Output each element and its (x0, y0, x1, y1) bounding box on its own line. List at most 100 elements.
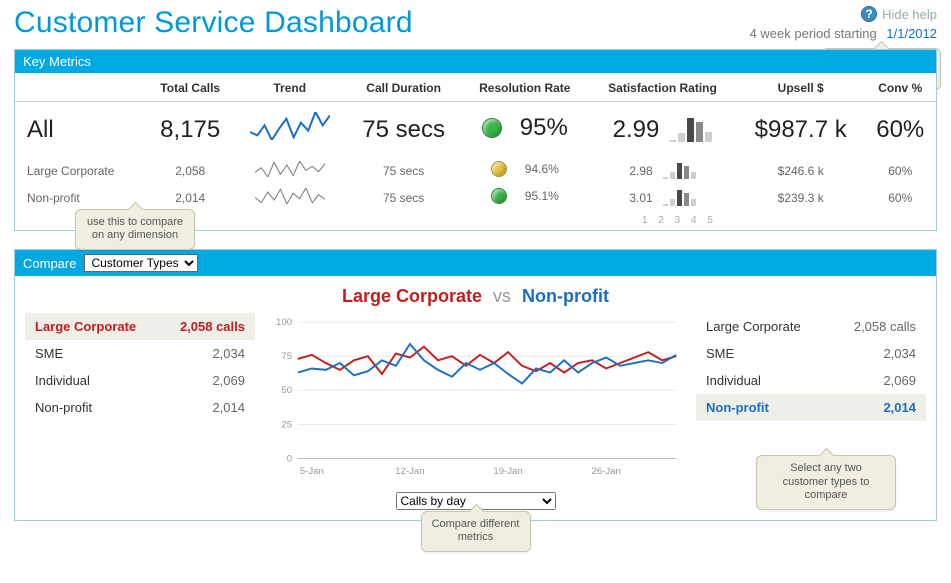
period-label-row: 4 week period starting 1/1/2012 (750, 26, 937, 41)
period-date[interactable]: 1/1/2012 (886, 26, 937, 41)
km-total-calls: 2,058 (147, 157, 234, 184)
km-col-6: Upsell $ (737, 73, 865, 102)
km-satisfaction: 2.99 (588, 102, 737, 158)
ct-name: Non-profit (706, 400, 769, 415)
ct-name: Large Corporate (706, 319, 801, 334)
ct-value: 2,014 (212, 400, 245, 415)
vs-title: Large Corporate vs Non-profit (15, 286, 936, 307)
ct-name: Large Corporate (35, 319, 136, 334)
km-col-2: Trend (234, 73, 346, 102)
km-row-0: All8,175 75 secs95%2.99$987.7 k60% (15, 102, 936, 158)
compare-panel: Compare Customer Types Large Corporate v… (14, 249, 937, 521)
svg-text:75: 75 (281, 351, 292, 362)
header: Customer Service Dashboard ? Hide help 4… (0, 0, 951, 45)
km-row-1: Large Corporate2,05875 secs94.6%2.98$246… (15, 157, 936, 184)
key-metrics-title: Key Metrics (23, 54, 91, 69)
customer-type-row[interactable]: Non-profit 2,014 (25, 394, 255, 421)
ct-name: SME (35, 346, 63, 361)
ct-name: Non-profit (35, 400, 92, 415)
km-duration: 75 secs (346, 157, 462, 184)
customer-type-row[interactable]: Large Corporate 2,058 calls (696, 313, 926, 340)
km-conv: 60% (864, 102, 936, 158)
vs-separator: vs (493, 286, 511, 306)
km-total-calls: 2,014 (147, 184, 234, 211)
km-total-calls: 8,175 (147, 102, 234, 158)
compare-body: Large Corporate vs Non-profit Large Corp… (15, 276, 936, 520)
ct-value: 2,058 calls (180, 319, 245, 334)
km-duration: 75 secs (346, 184, 462, 211)
ct-name: Individual (35, 373, 90, 388)
resolution-indicator-icon (491, 188, 507, 204)
km-label: Non-profit (15, 184, 147, 211)
dimension-select[interactable]: Customer Types (84, 254, 198, 272)
rating-bars-icon (663, 190, 696, 206)
km-resolution: 94.6% (461, 157, 588, 184)
ct-value: 2,069 (212, 373, 245, 388)
hide-help-link[interactable]: Hide help (882, 7, 937, 22)
header-right: ? Hide help 4 week period starting 1/1/2… (750, 6, 937, 41)
km-row-2: Non-profit2,01475 secs95.1%3.01$239.3 k6… (15, 184, 936, 211)
km-label: Large Corporate (15, 157, 147, 184)
km-resolution: 95.1% (461, 184, 588, 211)
km-col-4: Resolution Rate (461, 73, 588, 102)
customer-type-row[interactable]: Non-profit 2,014 (696, 394, 926, 421)
compare-title: Compare (23, 256, 76, 271)
svg-text:50: 50 (281, 385, 292, 396)
rating-bars-icon (669, 118, 712, 142)
km-col-0 (15, 73, 147, 102)
svg-text:26-Jan: 26-Jan (591, 466, 620, 477)
ct-value: 2,058 calls (854, 319, 916, 334)
km-duration: 75 secs (346, 102, 462, 158)
ct-name: SME (706, 346, 734, 361)
svg-text:12-Jan: 12-Jan (395, 466, 424, 477)
vs-a-label: Large Corporate (342, 286, 482, 306)
km-conv: 60% (864, 184, 936, 211)
vs-b-label: Non-profit (522, 286, 609, 306)
customer-type-row[interactable]: Individual 2,069 (696, 367, 926, 394)
km-col-7: Conv % (864, 73, 936, 102)
km-col-1: Total Calls (147, 73, 234, 102)
customer-type-list-right: Large Corporate2,058 callsSME2,034Indivi… (696, 313, 926, 421)
customer-type-row[interactable]: Large Corporate 2,058 calls (25, 313, 255, 340)
customer-type-row[interactable]: SME2,034 (696, 340, 926, 367)
ct-name: Individual (706, 373, 761, 388)
km-upsell: $239.3 k (737, 184, 865, 211)
km-label: All (15, 102, 147, 158)
tooltip-select-two: Select any two customer types to compare (756, 455, 896, 510)
km-upsell: $246.6 k (737, 157, 865, 184)
ct-value: 2,069 (883, 373, 916, 388)
km-resolution: 95% (461, 102, 588, 158)
svg-text:5-Jan: 5-Jan (300, 466, 324, 477)
svg-text:19-Jan: 19-Jan (493, 466, 522, 477)
km-trend (234, 102, 346, 158)
help-icon[interactable]: ? (861, 6, 877, 22)
customer-type-list-left: Large Corporate2,058 callsSME2,034Indivi… (25, 313, 255, 421)
ct-value: 2,014 (883, 400, 916, 415)
resolution-indicator-icon (482, 118, 502, 138)
svg-text:0: 0 (287, 453, 292, 464)
resolution-indicator-icon (491, 161, 507, 177)
km-col-5: Satisfaction Rating (588, 73, 737, 102)
period-label: 4 week period starting (750, 26, 877, 41)
rating-bars-icon (663, 163, 696, 179)
key-metrics-header: Key Metrics (15, 50, 936, 73)
km-trend (234, 184, 346, 211)
rating-scale: 1 2 3 4 5 (588, 211, 737, 230)
page-title: Customer Service Dashboard (14, 6, 413, 40)
tooltip-compare-metrics: Compare different metrics (421, 511, 531, 553)
svg-text:25: 25 (281, 419, 292, 430)
svg-text:100: 100 (276, 317, 292, 328)
key-metrics-table: Total CallsTrendCall DurationResolution … (15, 73, 936, 230)
tooltip-compare-metrics-text: Compare different metrics (432, 518, 520, 544)
tooltip-compare-dimension: use this to compare on any dimension (75, 209, 195, 251)
km-conv: 60% (864, 157, 936, 184)
km-upsell: $987.7 k (737, 102, 865, 158)
compare-header: Compare Customer Types (15, 250, 936, 276)
compare-line-chart: 0 25 50 75 100 5-Jan 12-Jan 19-Jan 26-Jan (269, 313, 682, 483)
tooltip-compare-dimension-text: use this to compare on any dimension (87, 216, 183, 242)
key-metrics-panel: Key Metrics Total CallsTrendCall Duratio… (14, 49, 937, 231)
km-col-3: Call Duration (346, 73, 462, 102)
customer-type-row[interactable]: SME2,034 (25, 340, 255, 367)
customer-type-row[interactable]: Individual 2,069 (25, 367, 255, 394)
tooltip-select-two-text: Select any two customer types to compare (783, 462, 870, 502)
